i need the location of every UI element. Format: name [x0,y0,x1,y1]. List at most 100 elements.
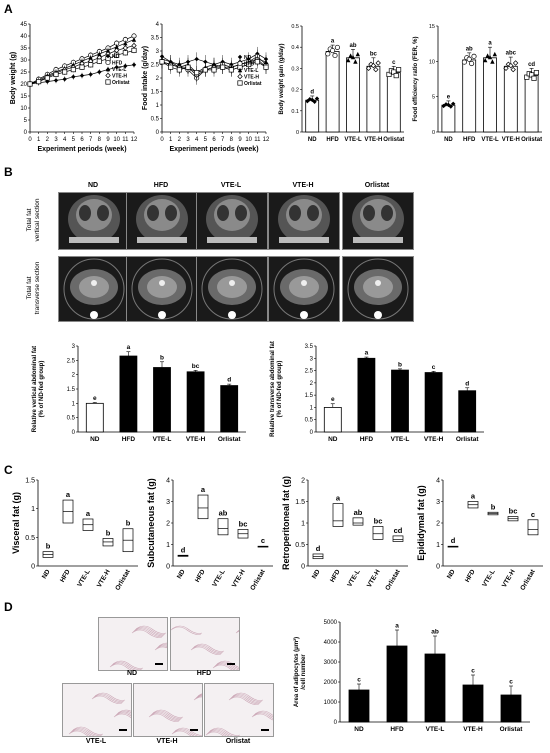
y-tick-label: 0 [334,720,338,726]
bar-orlistat [220,385,239,433]
marker [531,75,537,81]
y-tick-label: 2000 [324,680,338,686]
marker [483,57,488,63]
bar-orlistat [458,390,477,433]
category-label: VTE-H [502,137,520,143]
marker [114,65,119,70]
y-tick-label: 0 [166,564,170,571]
marker [53,71,59,77]
marker [443,102,449,107]
category-label: VTE-L [76,568,91,588]
marker [353,59,358,64]
x-tick-label: 11 [122,137,129,143]
y-axis-title: Food efficiency ratio (FER, %) [413,36,419,121]
histology-label-nd: ND [126,670,138,677]
significance-letter: a [365,350,369,357]
histology-label-hfd: HFD [196,670,212,677]
category-label: VTE-L [391,436,410,443]
marker [355,51,360,57]
significance-letter: bc [192,363,200,370]
category-label: HFD [194,568,207,583]
category-label: HFD [464,568,477,583]
category-label: Orlistat [500,726,524,733]
legend-label: ND [112,54,120,60]
marker [105,59,111,66]
y-axis-title-part: Area of adipocytes (μm²) [293,637,300,707]
marker [114,52,120,58]
x-tick-label: 7 [221,137,225,143]
bar-vte-h [503,65,518,133]
y-axis-title: Subcutaneous fat (g) [146,478,156,568]
marker [305,98,310,104]
y-tick-label: 1.5 [67,387,76,393]
y-tick-label: 3.5 [151,36,160,42]
significance-letter: cd [528,62,535,68]
marker [370,62,377,69]
marker [237,60,243,67]
y-tick-label: 2.5 [151,63,160,69]
x-tick-label: 4 [63,137,67,143]
visceral-fat-chart: 0 0.5 1 1.5 b ND a HFD a VTE-L b VTE-H b Orlistat Visc… [11,478,138,592]
x-tick-label: 2 [178,137,182,143]
marker [53,78,59,83]
bar-hfd [386,645,408,723]
category-label: ND [354,726,364,733]
y-axis-title: Body weight (g) [10,52,17,105]
y-tick-label: 40 [20,34,27,40]
significance-letter: d [465,380,469,387]
marker [176,67,182,73]
marker [512,60,519,66]
marker [325,51,331,57]
significance-letter: bc [509,507,518,516]
marker [246,61,252,68]
significance-letter: c [531,510,535,519]
x-tick-label: 10 [245,137,252,143]
marker [490,59,495,64]
significance-letter: b [160,354,164,361]
marker [220,64,226,70]
category-label: VTE-H [501,568,517,589]
retroperitoneal-fat-chart: 0 0.5 1 1.5 2 d ND a HFD ab VTE-L bc VTE-H cd Orlistat… [281,476,408,592]
y-tick-label: 3 [310,356,314,362]
y-tick-label: 0 [432,130,435,136]
category-label: HFD [59,568,72,583]
significance-letter: b [126,519,131,528]
y-tick-label: 1 [436,542,440,549]
y-tick-label: 1.5 [151,90,160,96]
legend-label: HFD [112,61,123,67]
food-intake-chart: 00.511.522.533.540 1 2 3 4 5 6 7 8 9 10 11 12Experim… [142,22,270,153]
category-label: VTE-L [153,436,172,443]
marker [62,69,68,75]
significance-letter: b [398,361,402,368]
marker [114,44,119,49]
marker [533,70,539,76]
histology-orlistat [204,683,274,737]
category-label: ND [444,137,453,143]
bar-vte-h [424,372,443,433]
x-tick-label: 10 [113,137,120,143]
fer-chart: 0 5 10 15 e ND ab HFD a VTE-L abc VTE-H cd Orlistat Fo… [413,24,542,143]
marker [237,73,243,80]
y-tick-label: 4 [166,478,170,485]
significance-letter: a [86,509,91,518]
category-label: Orlistat [521,137,542,143]
marker [96,58,102,64]
marker [105,53,111,59]
marker [508,62,514,69]
y-tick-label: 15 [429,24,435,30]
bar-orlistat [386,72,401,133]
marker [469,60,475,67]
x-tick-label: 6 [212,137,216,143]
x-tick-label: 3 [54,137,58,143]
category-label: ND [311,568,322,580]
x-tick-label: 4 [195,137,199,143]
panel-label-d: D [4,600,13,614]
y-tick-label: 0.2 [291,88,299,94]
marker [485,53,490,58]
marker [70,67,76,73]
box-vte-h [372,526,384,540]
x-tick-label: 3 [186,137,190,143]
y-axis-title-part: (% of ND-fed group) [277,361,283,418]
category-label: VTE-H [96,568,112,589]
ct-transverse-image [196,256,268,322]
